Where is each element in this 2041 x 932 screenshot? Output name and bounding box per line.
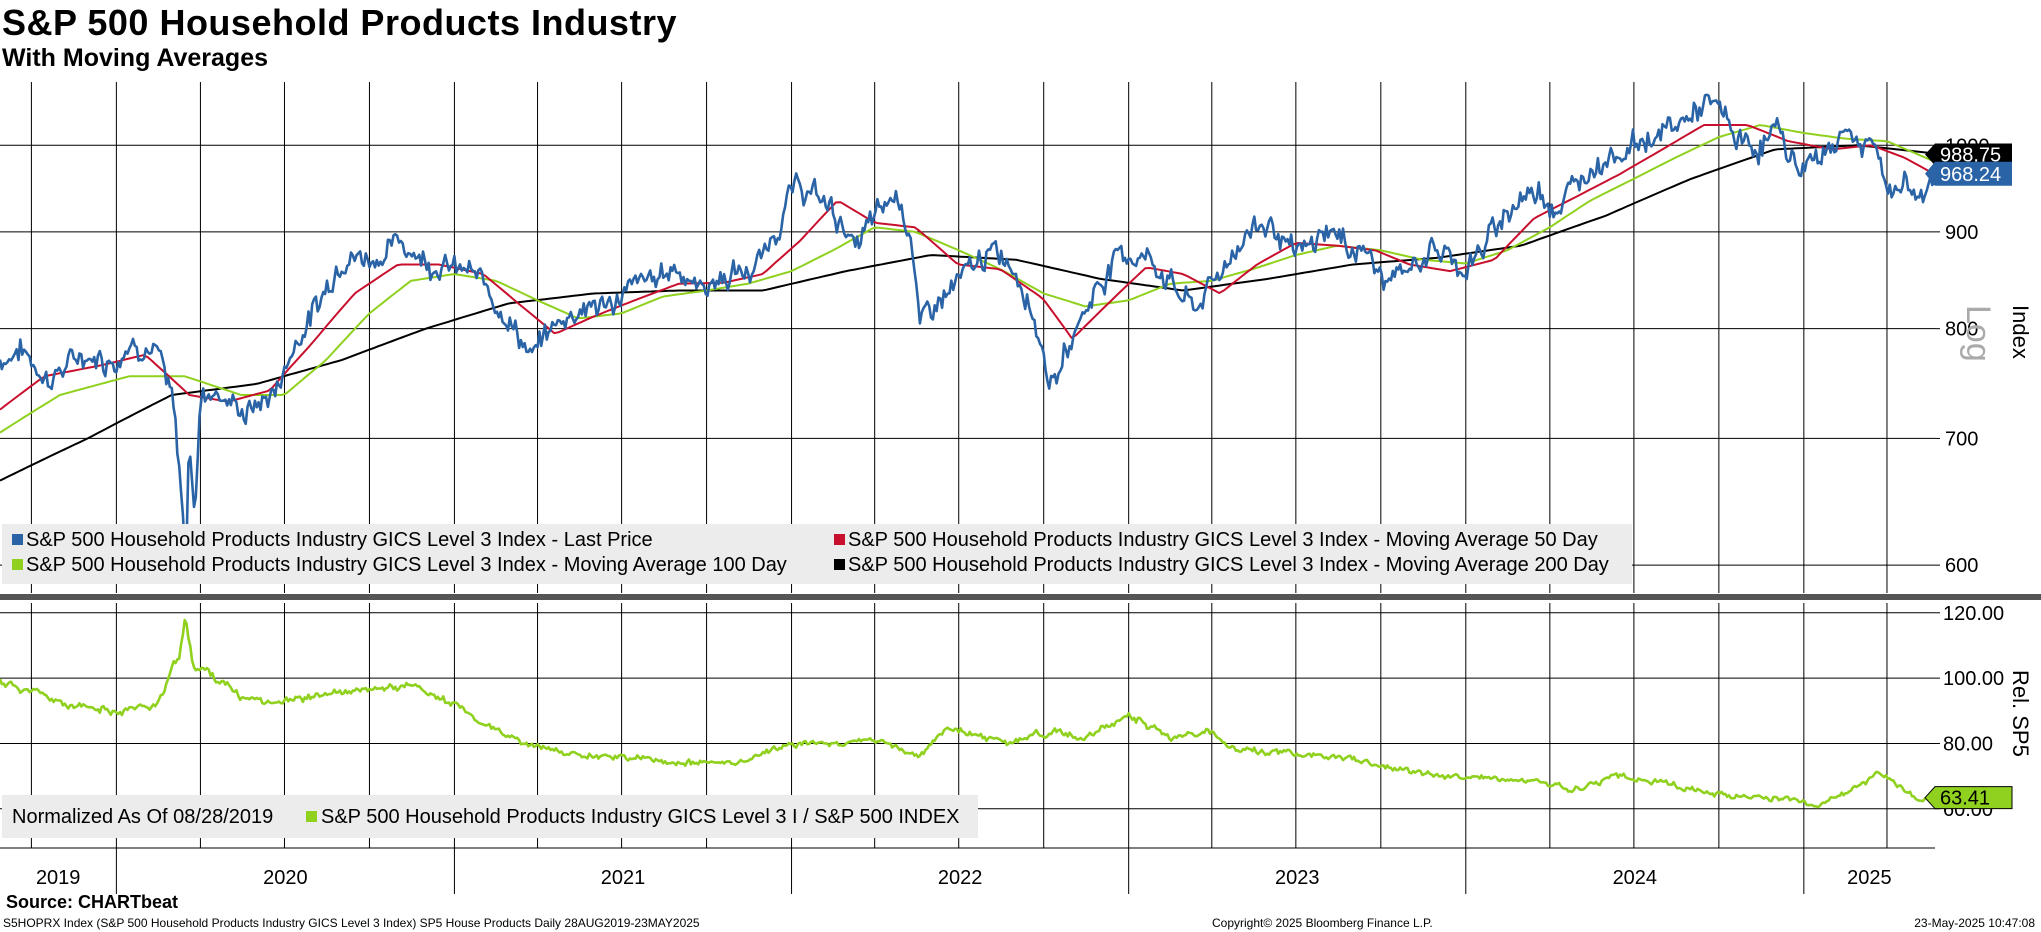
x-tick-label: 2023 bbox=[1275, 867, 1320, 889]
last-value-label: 988.75 bbox=[1940, 145, 2001, 167]
series-lines bbox=[0, 93, 1937, 809]
footer-timestamp: 23-May-2025 10:47:08 bbox=[1914, 916, 2035, 930]
legend-swatch bbox=[12, 534, 23, 545]
footer-description: S5HOPRX Index (S&P 500 Household Product… bbox=[3, 916, 700, 930]
last-value-label: 63.41 bbox=[1940, 788, 1990, 810]
x-tick-label: 2021 bbox=[601, 867, 646, 889]
y-tick-label: 120.00 bbox=[1943, 603, 2004, 625]
legend-background bbox=[2, 524, 1632, 584]
legend-background-lower bbox=[2, 795, 978, 838]
y-tick-label: 800 bbox=[1945, 319, 1978, 341]
y-axis-title: Rel. SP5 bbox=[2008, 670, 2033, 757]
legends: S&P 500 Household Products Industry GICS… bbox=[2, 524, 1632, 838]
legend-label: S&P 500 Household Products Industry GICS… bbox=[26, 529, 653, 551]
y-tick-label: 700 bbox=[1945, 428, 1978, 450]
legend-label: S&P 500 Household Products Industry GICS… bbox=[848, 554, 1609, 576]
x-tick-label: 2025 bbox=[1847, 867, 1892, 889]
axes: 600700800900100060.0080.00100.00120.00Lo… bbox=[0, 135, 2033, 894]
last-value-tag bbox=[1924, 786, 2013, 810]
legend-swatch bbox=[834, 534, 845, 545]
series-ma100 bbox=[0, 124, 1936, 434]
x-tick-label: 2019 bbox=[36, 867, 81, 889]
legend-label: S&P 500 Household Products Industry GICS… bbox=[321, 806, 960, 828]
y-axis-title: Index bbox=[2008, 305, 2033, 359]
panel-separator bbox=[0, 594, 2041, 600]
x-tick-label: 2024 bbox=[1613, 867, 1658, 889]
series-ma200 bbox=[0, 144, 1936, 482]
legend-label: S&P 500 Household Products Industry GICS… bbox=[26, 554, 787, 576]
legend-swatch bbox=[834, 559, 845, 570]
page-title: S&P 500 Household Products Industry bbox=[2, 2, 677, 43]
last-value-tag bbox=[1925, 143, 2012, 166]
page-subtitle: With Moving Averages bbox=[2, 44, 269, 72]
x-tick-label: 2022 bbox=[938, 867, 983, 889]
legend-label: S&P 500 Household Products Industry GICS… bbox=[848, 529, 1598, 551]
series-relative bbox=[0, 618, 1936, 809]
last-value-tag bbox=[1925, 161, 2012, 186]
footer-copyright: Copyright© 2025 Bloomberg Finance L.P. bbox=[1212, 916, 1433, 930]
series-ma50 bbox=[0, 124, 1936, 411]
last-value-label: 968.24 bbox=[1940, 164, 2001, 186]
y-tick-label: 600 bbox=[1945, 555, 1978, 577]
series-last_price bbox=[0, 93, 1937, 552]
scale-label: Log bbox=[1959, 305, 1997, 362]
legend-swatch bbox=[12, 559, 23, 570]
y-tick-label: 80.00 bbox=[1943, 733, 1993, 755]
grid-lines bbox=[0, 82, 2041, 848]
legend-swatch bbox=[306, 811, 317, 822]
y-tick-label: 100.00 bbox=[1943, 668, 2004, 690]
y-tick-label: 900 bbox=[1945, 222, 1978, 244]
source-note: Source: CHARTbeat bbox=[6, 892, 179, 912]
legend-note: Normalized As Of 08/28/2019 bbox=[12, 806, 273, 828]
x-tick-label: 2020 bbox=[263, 867, 308, 889]
